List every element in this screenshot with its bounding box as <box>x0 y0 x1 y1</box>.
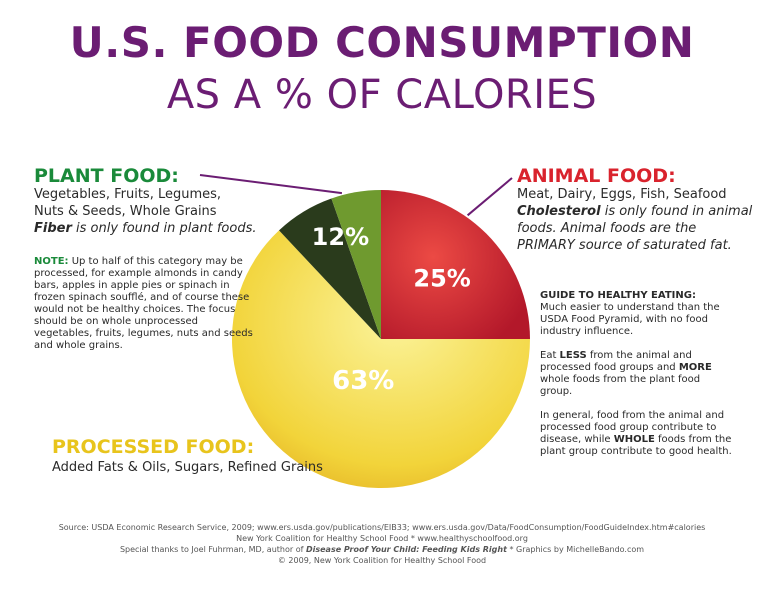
processed-food-heading: PROCESSED FOOD: <box>52 436 255 458</box>
slice-animal <box>381 190 530 339</box>
processed-food-description: Added Fats & Oils, Sugars, Refined Grain… <box>52 460 323 475</box>
animal-food-description: Meat, Dairy, Eggs, Fish, Seafood Cholest… <box>517 186 757 254</box>
source-line-2: New York Coalition for Healthy School Fo… <box>236 534 528 543</box>
chart-subtitle: AS A % OF CALORIES <box>166 72 598 118</box>
chart-title: U.S. FOOD CONSUMPTION <box>69 18 695 67</box>
guide-paragraph-1: Much easier to understand than the USDA … <box>540 302 720 337</box>
slice-processed <box>231 230 531 488</box>
guide-p2-less: LESS <box>559 350 587 361</box>
plant-food-line1: Vegetables, Fruits, Legumes, <box>34 187 222 202</box>
fiber-term: Fiber <box>34 221 72 236</box>
slice-label-animal: 25% <box>413 264 470 292</box>
note-text: Up to half of this category may be proce… <box>34 256 253 351</box>
source-line-3-a: Special thanks to Joel Fuhrman, MD, auth… <box>119 545 306 554</box>
guide-paragraph-2: Eat LESS from the animal and processed f… <box>540 350 735 398</box>
source-line-4: © 2009, New York Coalition for Healthy S… <box>277 556 487 565</box>
guide-p2-a: Eat <box>540 350 560 361</box>
source-credits: Source: USDA Economic Research Service, … <box>0 522 764 566</box>
guide-p2-more: MORE <box>678 362 712 373</box>
plant-food-description: Vegetables, Fruits, Legumes, Nuts & Seed… <box>34 186 294 237</box>
source-line-3: Special thanks to Joel Fuhrman, MD, auth… <box>0 544 764 555</box>
fiber-text: is only found in plant foods. <box>71 221 257 236</box>
leader-animal <box>466 177 513 217</box>
leader-plant <box>199 174 343 195</box>
note-label: NOTE: <box>34 256 69 267</box>
healthy-eating-guide: GUIDE TO HEALTHY EATING: Much easier to … <box>540 290 735 470</box>
plant-food-fiber-note: Fiber is only found in plant foods. <box>34 220 294 237</box>
source-book-title: Disease Proof Your Child: Feeding Kids R… <box>305 545 507 554</box>
guide-p2-c: from the animal and processed food group… <box>540 350 692 373</box>
slice-plant-dark <box>279 198 381 339</box>
guide-p2-e: whole foods from the plant food group. <box>540 374 701 397</box>
cholesterol-term: Cholesterol <box>517 204 601 219</box>
guide-p3-whole: WHOLE <box>613 434 655 445</box>
plant-food-line2: Nuts & Seeds, Whole Grains <box>34 204 217 219</box>
guide-title: GUIDE TO HEALTHY EATING: <box>540 290 696 301</box>
source-line-3-c: * Graphics by MichelleBando.com <box>506 545 645 554</box>
plant-food-heading: PLANT FOOD: <box>34 165 179 187</box>
slice-label-plant: 12% <box>312 223 369 251</box>
guide-p3-a: In general, food from the animal and pro… <box>540 410 725 445</box>
guide-p3-c: foods from the plant group contribute to… <box>540 434 732 457</box>
animal-food-cholesterol-note: Cholesterol is only found in animal food… <box>517 203 757 254</box>
guide-paragraph-3: In general, food from the animal and pro… <box>540 410 735 458</box>
slice-label-processed: 63% <box>332 366 394 396</box>
animal-food-heading: ANIMAL FOOD: <box>517 165 676 187</box>
animal-food-line1: Meat, Dairy, Eggs, Fish, Seafood <box>517 187 727 202</box>
slice-plant-light <box>331 190 381 339</box>
source-line-1: Source: USDA Economic Research Service, … <box>58 523 706 532</box>
cholesterol-text: is only found in animal foods. Animal fo… <box>517 204 753 253</box>
plant-food-note: NOTE: Up to half of this category may be… <box>34 256 259 352</box>
